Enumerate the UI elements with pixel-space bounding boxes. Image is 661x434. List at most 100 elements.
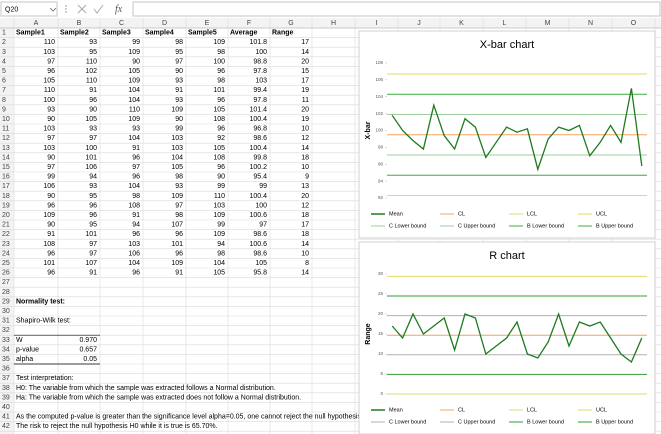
table-cell: 98 [217, 78, 225, 85]
row-header: 18 [2, 193, 10, 200]
y-tick-label: 15 [378, 331, 384, 336]
test-name: Shapiro-Wilk test: [16, 318, 71, 325]
table-cell: 100 [213, 58, 225, 65]
table-cell: 99 [175, 126, 183, 133]
table-cell: 102 [85, 68, 97, 75]
row-header: 4 [2, 58, 6, 65]
table-cell: 106 [43, 183, 55, 190]
table-cell: 97 [47, 164, 55, 171]
stat-label: W [16, 337, 23, 344]
row-header: 26 [2, 270, 10, 277]
table-cell: 110 [44, 87, 55, 94]
stat-label: alpha [16, 356, 33, 363]
table-cell: 97 [175, 58, 183, 65]
row-header: 19 [2, 202, 10, 209]
row-header: 13 [2, 145, 10, 152]
table-cell: 10 [301, 250, 309, 257]
name-box[interactable] [0, 1, 58, 17]
table-cell: 100 [255, 202, 267, 209]
cancel-icon[interactable] [77, 4, 87, 14]
enter-icon[interactable] [93, 4, 104, 14]
table-cell: 97 [47, 135, 55, 142]
table-cell: 110 [129, 106, 140, 113]
table-cell: 9 [305, 174, 309, 181]
table-cell: 108 [128, 202, 140, 209]
table-cell: 105 [213, 106, 225, 113]
table-cell: 15 [301, 68, 309, 75]
y-axis-label: X-bar [365, 121, 372, 139]
row-header: 39 [2, 394, 10, 401]
table-cell: 105 [213, 270, 225, 277]
column-header: J [417, 20, 421, 27]
table-cell: 96 [89, 212, 97, 219]
table-cell: 90 [175, 68, 183, 75]
table-cell: 97 [89, 241, 97, 248]
table-cell: 101 [85, 154, 97, 161]
row-header: 37 [2, 375, 10, 382]
legend-label: LCL [527, 407, 537, 413]
risk: The risk to reject the null hypothesis H… [16, 423, 218, 430]
table-cell: 109 [128, 78, 140, 85]
column-header: B [77, 20, 82, 27]
table-cell: 96 [217, 126, 225, 133]
stat-value: 0.657 [79, 346, 97, 353]
table-cell: 94 [132, 222, 140, 229]
row-header: 40 [2, 404, 10, 411]
table-cell: 109 [213, 39, 225, 46]
table-cell: 105 [85, 116, 97, 123]
y-tick-label: 20 [378, 311, 384, 316]
table-cell: 14 [301, 145, 309, 152]
table-cell: 99 [259, 183, 267, 190]
table-cell: 96 [175, 250, 183, 257]
y-tick-label: 96 [378, 161, 384, 166]
name-box-dropdown[interactable] [49, 7, 57, 12]
table-cell: 99.8 [253, 154, 267, 161]
table-cell: 10 [301, 164, 309, 171]
legend-label: LCL [527, 211, 537, 217]
table-cell: 104 [128, 135, 140, 142]
table-cell: 101 [213, 87, 225, 94]
table-cell: 104 [128, 87, 140, 94]
table-cell: 96 [89, 97, 97, 104]
table-cell: 96 [175, 231, 183, 238]
table-cell: 104 [128, 97, 140, 104]
function-icon[interactable]: fx [115, 4, 123, 15]
legend-label: CL [458, 211, 465, 217]
table-cell: 14 [301, 270, 309, 277]
table-cell: 90 [47, 222, 55, 229]
table-cell: 99 [217, 183, 225, 190]
table-cell: 20 [301, 193, 309, 200]
table-cell: 96 [47, 250, 55, 257]
row-header: 35 [2, 356, 10, 363]
table-cell: 96 [132, 270, 140, 277]
table-header: Sample1 [16, 30, 45, 37]
table-cell: 98.8 [253, 58, 267, 65]
table-cell: 90 [47, 193, 55, 200]
table-cell: 90 [132, 58, 140, 65]
table-cell: 103 [128, 241, 140, 248]
row-header: 29 [2, 298, 10, 305]
row-header: 31 [2, 318, 10, 325]
table-cell: 96 [217, 68, 225, 75]
column-header: F [247, 20, 251, 27]
table-cell: 93 [175, 78, 183, 85]
column-header: L [503, 20, 507, 27]
table-cell: 8 [305, 260, 309, 267]
column-header: O [631, 20, 637, 27]
table-cell: 108 [213, 154, 225, 161]
legend-label: B Lower bound [527, 223, 564, 229]
formula-input[interactable] [132, 1, 661, 17]
table-header: Sample3 [102, 30, 131, 37]
row-header: 17 [2, 183, 10, 190]
table-cell: 93 [47, 106, 55, 113]
legend-label: B Upper bound [596, 223, 633, 229]
table-cell: 108 [213, 116, 225, 123]
row-header: 23 [2, 241, 10, 248]
table-cell: 105 [128, 68, 140, 75]
y-tick-label: 92 [378, 195, 384, 200]
row-header: 11 [2, 126, 9, 133]
table-cell: 110 [86, 78, 97, 85]
column-header: M [545, 20, 551, 27]
table-cell: 96 [47, 270, 55, 277]
